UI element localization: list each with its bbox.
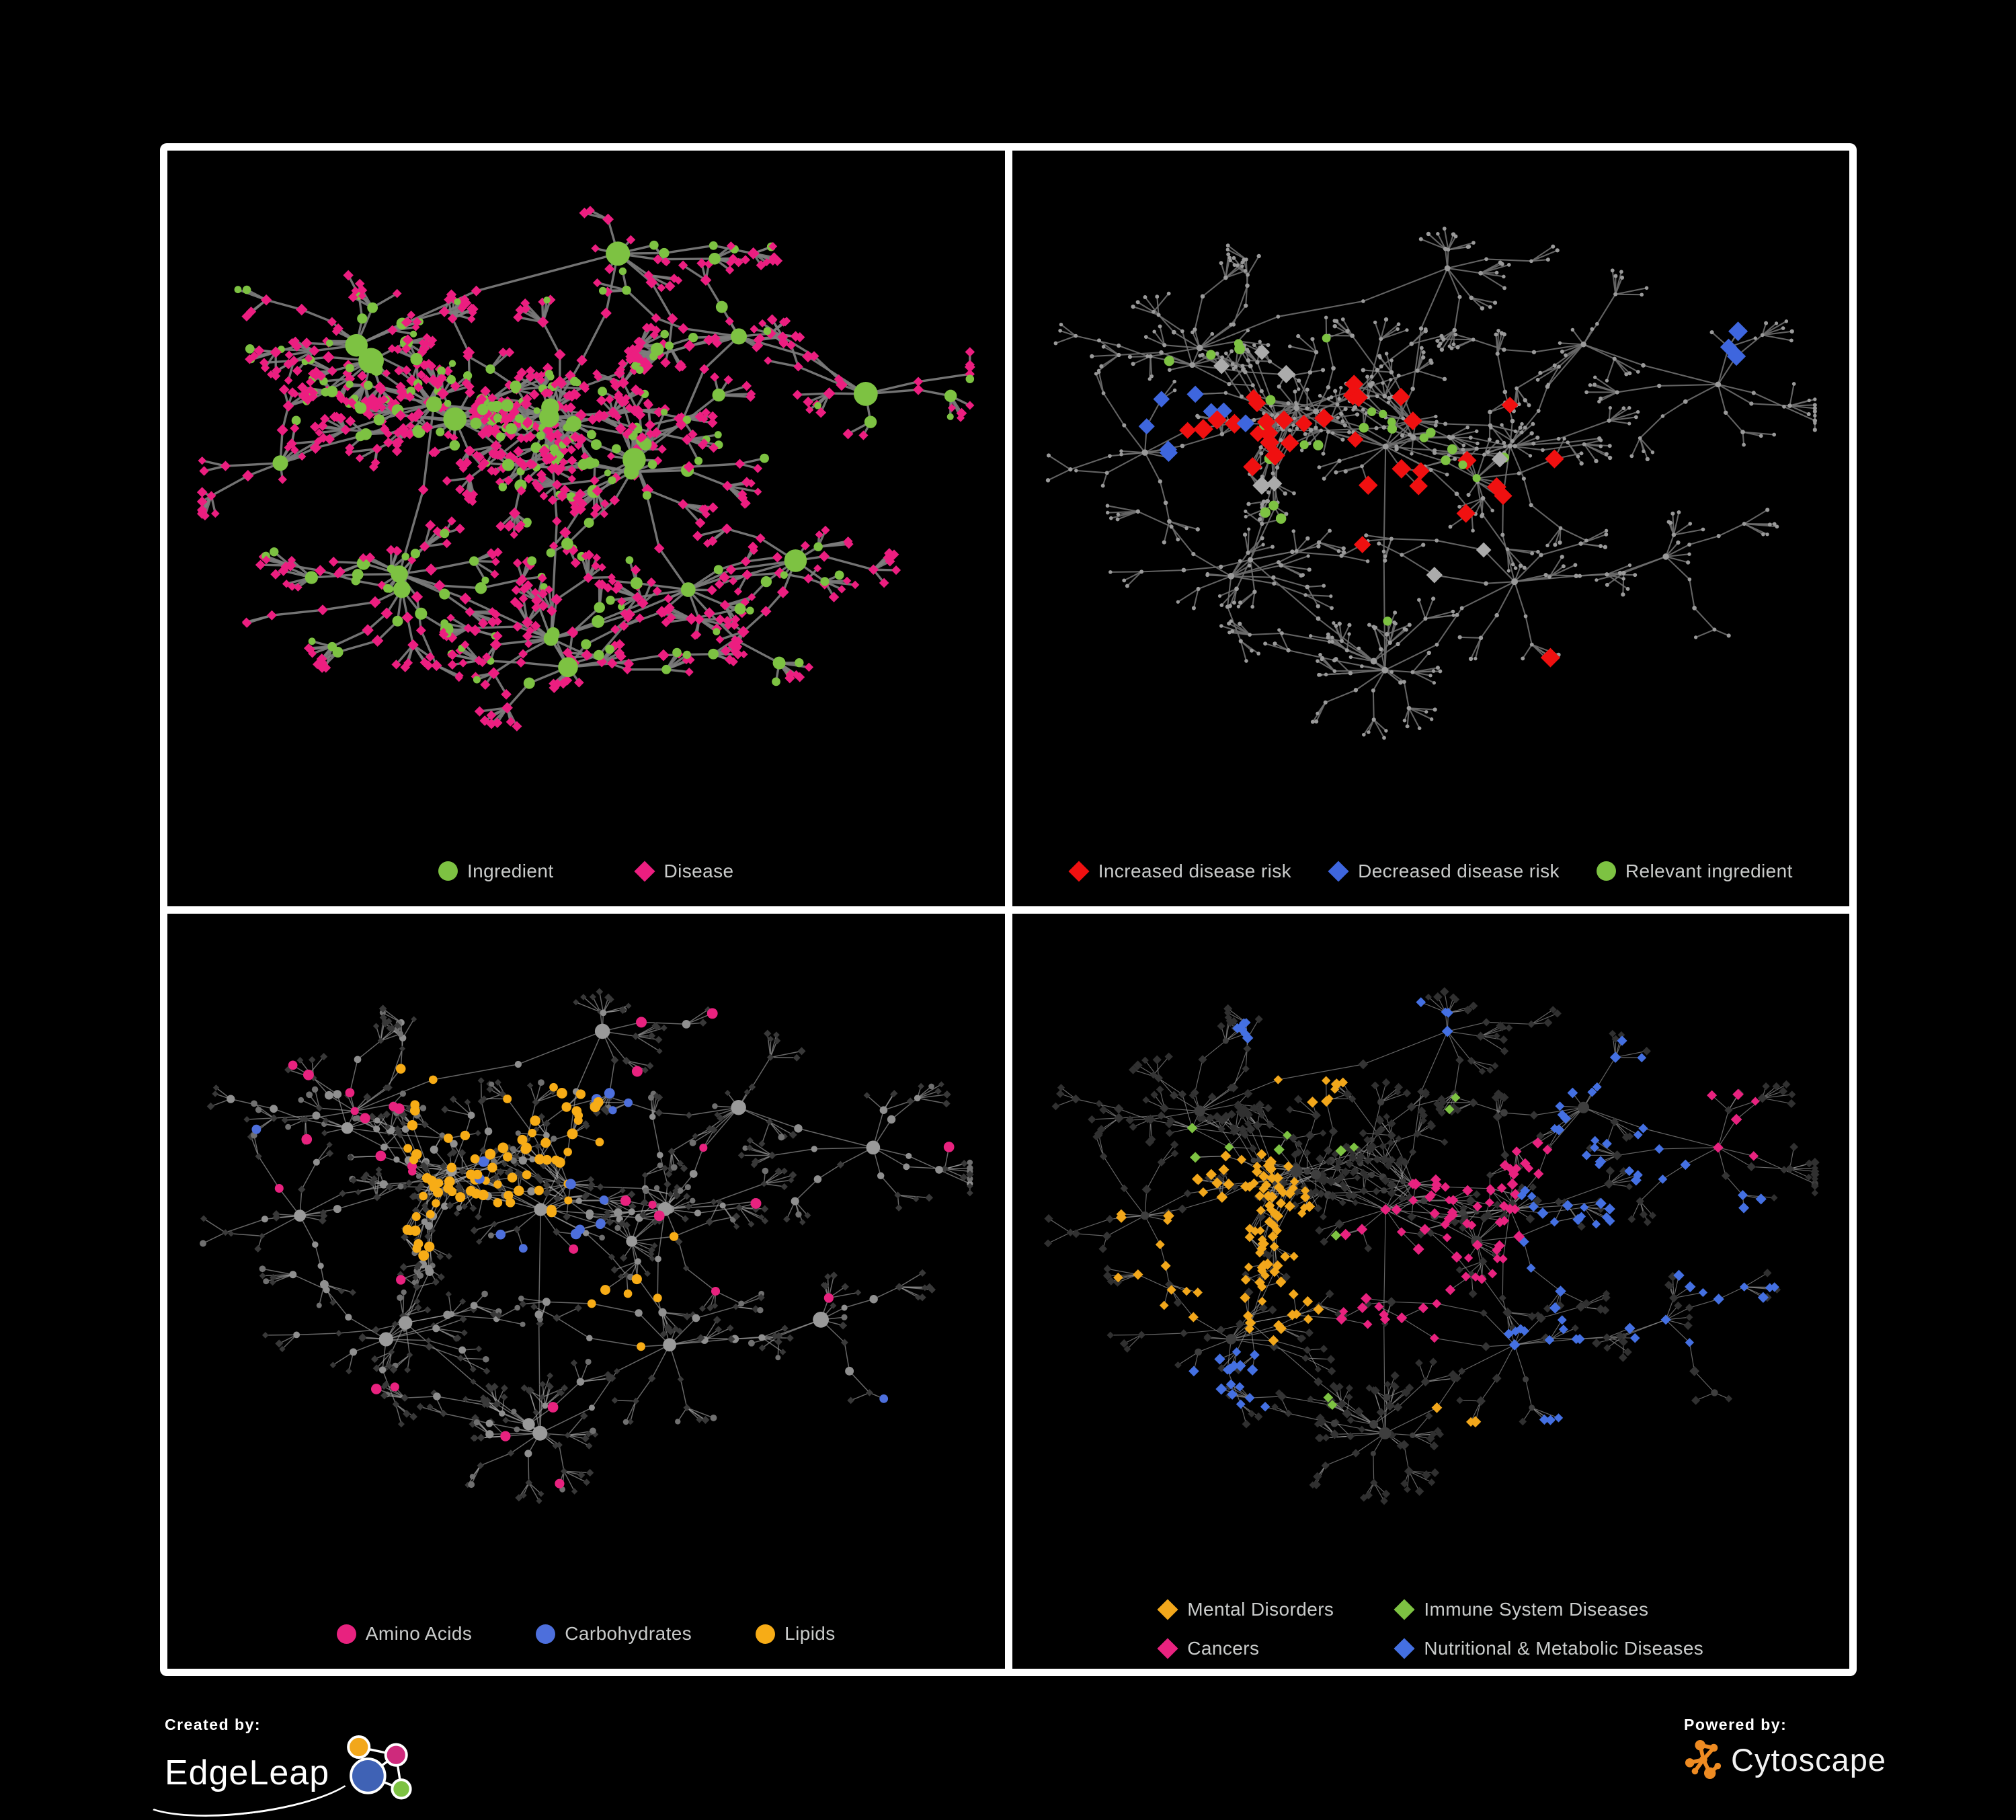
edgeleap-logo-icon <box>347 1735 412 1800</box>
legend-disease-risk: Increased disease risk Decreased disease … <box>1012 861 1850 882</box>
mental-disorders-diamond-swatch-icon <box>1157 1599 1178 1620</box>
legend-item-disease: Disease <box>633 860 734 882</box>
legend-label: Lipids <box>784 1623 836 1644</box>
amino-acids-circle-swatch-icon <box>336 1624 356 1644</box>
panel-grid: Ingredient Disease Increased disease risk… <box>160 143 1857 1676</box>
legend-label: Carbohydrates <box>565 1623 692 1644</box>
panel-disease-classes: Mental Disorders Immune System Diseases Ca… <box>1012 913 1849 1669</box>
decreased-disease-risk-diamond-swatch-icon <box>1328 860 1349 882</box>
legend-label: Immune System Diseases <box>1424 1599 1649 1620</box>
legend-label: Amino Acids <box>365 1623 473 1644</box>
panel-disease-risk: Increased disease risk Decreased disease … <box>1012 151 1850 906</box>
nutritional-metabolic-diseases-diamond-swatch-icon <box>1394 1638 1415 1659</box>
legend-label: Ingredient <box>467 860 554 881</box>
legend-label: Nutritional & Metabolic Diseases <box>1424 1638 1704 1659</box>
network-graph-macronutrients <box>200 988 974 1504</box>
panel-ingredient-disease: Ingredient Disease <box>167 151 1005 906</box>
legend-item-carbohydrates: Carbohydrates <box>536 1623 692 1645</box>
immune-system-diseases-diamond-swatch-icon <box>1394 1599 1415 1620</box>
legend-label: Decreased disease risk <box>1358 860 1560 881</box>
edgeleap-credit: Created by: EdgeLeap <box>131 1716 419 1820</box>
disease-diamond-swatch-icon <box>633 860 655 882</box>
cancers-diamond-swatch-icon <box>1157 1638 1178 1659</box>
increased-disease-risk-diamond-swatch-icon <box>1068 860 1090 882</box>
cytoscape-logo-icon <box>1685 1740 1722 1779</box>
legend-item-cancers: Cancers <box>1157 1638 1334 1659</box>
legend-macronutrients: Amino Acids Carbohydrates Lipids <box>167 1623 1005 1645</box>
cytoscape-wordmark: Cytoscape <box>1731 1741 1887 1778</box>
created-by-label: Created by: <box>165 1716 261 1733</box>
legend-item-ingredient: Ingredient <box>438 861 554 882</box>
legend-item-mental-disorders: Mental Disorders <box>1157 1599 1334 1620</box>
legend-label: Mental Disorders <box>1187 1599 1334 1620</box>
legend-item-relevant-ingredient: Relevant ingredient <box>1596 860 1793 882</box>
carbohydrates-circle-swatch-icon <box>536 1624 556 1644</box>
legend-label: Cancers <box>1187 1638 1260 1659</box>
relevant-ingredient-circle-swatch-icon <box>1596 861 1616 881</box>
legend-label: Disease <box>663 860 734 881</box>
cytoscape-credit: Powered by: Cytoscape <box>1684 1716 1886 1781</box>
legend-item-immune-system-diseases: Immune System Diseases <box>1394 1599 1703 1620</box>
legend-item-increased-disease-risk: Increased disease risk <box>1068 860 1292 882</box>
network-graph-ingredient-disease <box>196 206 975 731</box>
network-graph-disease-classes <box>1043 986 1820 1505</box>
legend-item-nutritional-metabolic-diseases: Nutritional & Metabolic Diseases <box>1394 1638 1703 1659</box>
legend-item-amino-acids: Amino Acids <box>336 1623 473 1645</box>
lipids-circle-swatch-icon <box>756 1624 776 1644</box>
powered-by-label: Powered by: <box>1684 1716 1787 1733</box>
legend-item-decreased-disease-risk: Decreased disease risk <box>1328 861 1560 882</box>
ingredient-circle-swatch-icon <box>438 861 458 881</box>
legend-ingredient-disease: Ingredient Disease <box>167 861 1005 882</box>
legend-disease-classes: Mental Disorders Immune System Diseases Ca… <box>1157 1599 1703 1659</box>
panel-macronutrients: Amino Acids Carbohydrates Lipids <box>167 913 1005 1669</box>
legend-item-lipids: Lipids <box>756 1623 836 1645</box>
edgeleap-wordmark: EdgeLeap <box>165 1753 330 1792</box>
legend-label: Increased disease risk <box>1098 860 1292 881</box>
legend-label: Relevant ingredient <box>1625 860 1793 881</box>
network-graph-disease-risk <box>1045 227 1817 740</box>
